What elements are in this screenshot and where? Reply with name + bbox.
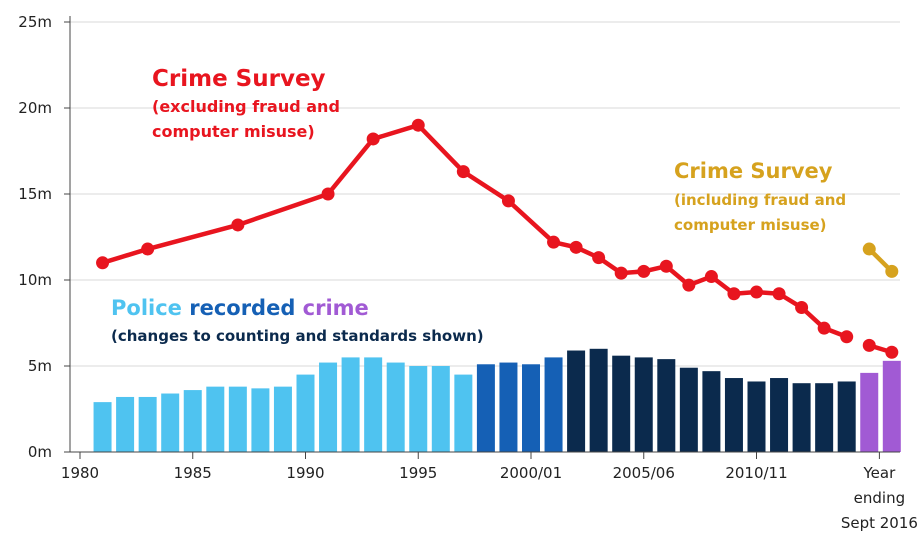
series-1-point-1983 (141, 242, 155, 256)
x-tick-label-2010-11: 2010/11 (725, 464, 787, 482)
bar-2008 (702, 371, 721, 452)
x-tick-label-1980: 1980 (61, 464, 99, 482)
y-tick-label-0m: 0m (28, 443, 52, 461)
x-tick-label-2000-01: 2000/01 (500, 464, 562, 482)
bar-2016 (882, 360, 901, 452)
bar-1993 (364, 357, 383, 452)
bar-2013 (815, 383, 834, 452)
series-1-point-2006 (659, 259, 673, 273)
series-1-point-1997 (456, 165, 470, 179)
bar-2011 (770, 378, 789, 452)
bar-2010 (747, 381, 766, 452)
series-1-point-2004 (614, 266, 628, 280)
series-1-point-2001 (547, 235, 561, 249)
series-1-point-2012 (795, 301, 809, 315)
bar-2002 (567, 350, 586, 452)
crime-survey-excl-title: Crime Survey (152, 66, 326, 92)
series-1-point-2011 (772, 287, 786, 301)
police-recorded-crime-label: Police recorded crime (111, 296, 369, 320)
bar-2006 (657, 359, 676, 452)
bar-1997 (454, 374, 473, 452)
x-tick-label-2005-06: 2005/06 (613, 464, 675, 482)
series-1-point-2003 (592, 251, 606, 265)
bar-1989 (273, 386, 292, 452)
series-1-point-1987 (231, 218, 245, 232)
x-tick-label-1995: 1995 (399, 464, 437, 482)
bar-1998 (476, 364, 495, 452)
series-1-segment-1-line (100, 122, 849, 340)
y-tick-label-15m: 15m (18, 185, 52, 203)
series-1-point-1999 (501, 194, 515, 208)
police-recorded-crime-bars (93, 348, 901, 452)
crime-survey-incl-subtitle-1: (including fraud and (674, 191, 846, 209)
bar-1987 (228, 386, 247, 452)
bar-1991 (319, 362, 338, 452)
series-1-point-1995 (411, 118, 425, 132)
axes: 0m 5m 10m 15m 20m 25m 1980 1985 1990 1995 2000/01 2… (18, 13, 918, 532)
bar-1995 (409, 366, 428, 452)
x-tick-label-year-ending-3: Sept 2016 (841, 514, 918, 532)
police-recorded-crime-subtitle: (changes to counting and standards shown… (111, 327, 484, 345)
bar-1983 (138, 396, 157, 452)
series-1-point-2007 (682, 278, 696, 292)
gridlines (70, 21, 900, 367)
series-2-point-2015 (862, 242, 876, 256)
bar-1988 (251, 388, 270, 452)
bar-2015 (860, 372, 879, 452)
bar-1985 (183, 390, 202, 452)
bar-1981 (93, 402, 112, 452)
series-1-point-2002 (569, 240, 583, 254)
bar-2012 (792, 383, 811, 452)
bar-1984 (161, 393, 180, 452)
crime-survey-excl-subtitle-2: computer misuse) (152, 122, 315, 141)
bar-2014 (837, 381, 856, 452)
bar-2000 (522, 364, 540, 452)
series-2-point-2016 (885, 264, 899, 278)
series-1-point-1991 (321, 187, 335, 201)
bar-1982 (116, 396, 135, 452)
y-tick-label-25m: 25m (18, 13, 52, 31)
series-1-point-1981 (96, 256, 110, 270)
bar-1999 (499, 362, 518, 452)
series-1-point-2009 (727, 287, 741, 301)
crime-survey-lines (96, 118, 899, 359)
y-tick-label-5m: 5m (28, 357, 52, 375)
bar-1992 (341, 357, 360, 452)
bar-2009 (724, 378, 743, 452)
x-tick-label-1985: 1985 (174, 464, 212, 482)
y-tick-label-20m: 20m (18, 99, 52, 117)
series-1-point-2005 (637, 264, 651, 278)
bar-2005 (634, 357, 653, 452)
series-1-point-1993 (366, 132, 380, 146)
series-1-point-2008 (704, 270, 718, 284)
x-tick-label-1990: 1990 (286, 464, 324, 482)
police-word: Police (111, 296, 182, 320)
y-tick-label-10m: 10m (18, 271, 52, 289)
x-tick-label-year-ending-2: ending (854, 489, 905, 507)
crime-survey-excl-subtitle-1: (excluding fraud and (152, 97, 340, 116)
bar-2004 (612, 355, 631, 452)
bar-1994 (386, 362, 405, 452)
crime-word: crime (303, 296, 369, 320)
crime-survey-incl-subtitle-2: computer misuse) (674, 216, 827, 234)
series-1-point-2015 (862, 338, 876, 352)
bar-2001 (544, 357, 563, 452)
bar-1986 (206, 386, 225, 452)
bar-1990 (296, 374, 315, 452)
series-1-point-2010 (750, 285, 763, 299)
bar-2003 (589, 348, 608, 452)
bar-2007 (679, 367, 698, 452)
bar-1996 (431, 366, 450, 452)
series-1-point-2014 (840, 330, 854, 344)
x-tick-label-year-ending-1: Year (863, 464, 897, 482)
series-1-point-2016 (885, 345, 899, 359)
series-1-point-2013 (817, 321, 831, 335)
crime-survey-incl-title: Crime Survey (674, 159, 833, 183)
recorded-word: recorded (189, 296, 295, 320)
